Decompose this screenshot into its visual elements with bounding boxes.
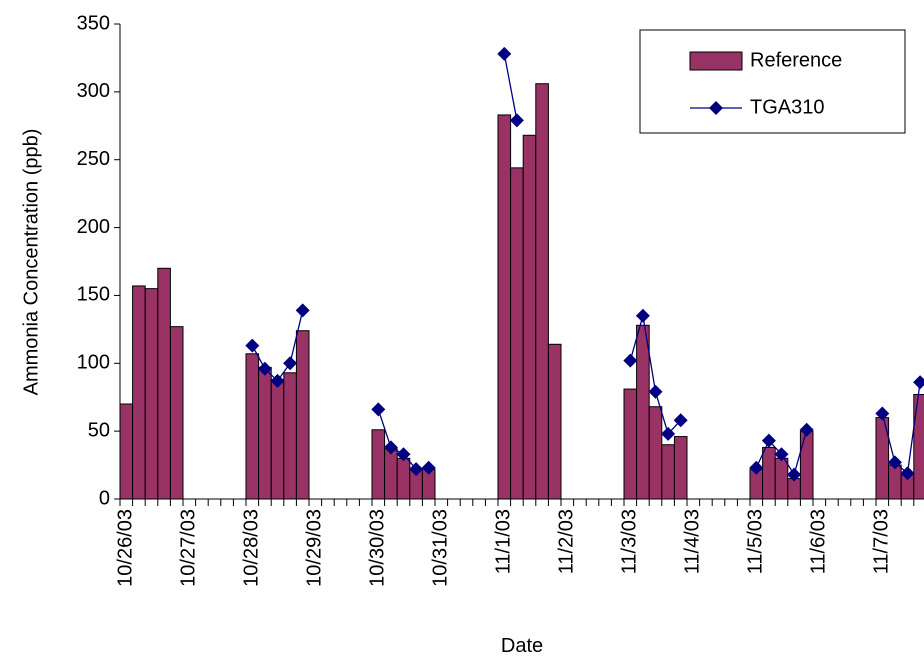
y-tick-label: 350: [77, 12, 110, 34]
y-tick-label: 250: [77, 148, 110, 170]
marker: [635, 308, 650, 323]
bar: [169, 326, 184, 500]
y-tick-label: 50: [88, 419, 110, 441]
marker: [245, 338, 260, 353]
bar: [787, 478, 801, 500]
marker: [509, 113, 524, 128]
bar: [522, 134, 537, 500]
marker: [761, 433, 776, 448]
bar: [888, 464, 902, 500]
bar: [144, 288, 159, 500]
bar: [371, 429, 386, 500]
x-tick-label: 11/5/03: [745, 509, 767, 574]
legend-marker: [709, 101, 723, 115]
marker: [774, 447, 789, 462]
marker: [623, 353, 638, 368]
marker: [661, 426, 676, 441]
bar: [396, 457, 411, 500]
bar: [119, 403, 134, 500]
bar: [535, 83, 549, 500]
legend-box: [639, 29, 906, 134]
marker: [283, 356, 298, 371]
legend-label: TGA310: [750, 96, 824, 118]
bar: [648, 406, 663, 500]
bar: [661, 444, 675, 500]
marker: [421, 460, 436, 475]
bar: [497, 114, 512, 500]
x-tick-label: 11/2/03: [556, 509, 578, 574]
legend-swatch: [689, 51, 743, 71]
x-tick-label: 10/29/03: [304, 509, 326, 587]
x-tick-label: 11/1/03: [493, 509, 515, 574]
marker: [270, 373, 285, 388]
marker: [900, 466, 915, 481]
x-tick-label: 11/7/03: [871, 509, 893, 574]
x-tick-label: 11/4/03: [682, 509, 704, 574]
marker: [371, 402, 386, 417]
marker: [396, 447, 411, 462]
bar: [157, 267, 171, 500]
bar: [673, 436, 688, 500]
legend-label: Reference: [750, 49, 842, 71]
bar: [510, 167, 524, 500]
bar: [295, 330, 310, 500]
x-tick-label: 11/3/03: [619, 509, 641, 574]
marker: [787, 467, 802, 482]
bar: [762, 446, 776, 500]
marker: [887, 455, 902, 470]
bar: [283, 372, 297, 500]
y-tick-label: 200: [77, 216, 110, 238]
x-tick-label: 10/26/03: [115, 509, 137, 587]
bar: [258, 366, 272, 500]
marker: [409, 462, 424, 477]
marker: [295, 303, 310, 318]
line: [503, 53, 518, 121]
marker: [799, 422, 814, 437]
x-tick-label: 10/28/03: [241, 509, 263, 587]
y-tick-label: 300: [77, 80, 110, 102]
bar: [774, 457, 789, 500]
bar: [799, 430, 814, 500]
bar: [913, 394, 924, 500]
bar: [623, 388, 638, 500]
marker: [749, 460, 764, 475]
bar: [132, 285, 146, 500]
bar: [636, 324, 650, 500]
bar: [270, 379, 285, 500]
marker: [497, 46, 512, 61]
bar: [384, 448, 398, 500]
marker: [913, 375, 924, 390]
marker: [383, 440, 398, 455]
y-tick-label: 0: [99, 487, 110, 509]
y-tick-label: 150: [77, 284, 110, 306]
line: [881, 382, 921, 475]
marker: [875, 406, 890, 421]
marker: [257, 361, 272, 376]
y-axis-title: Ammonia Concentration (ppb): [20, 129, 42, 396]
marker: [648, 384, 663, 399]
bar: [245, 353, 260, 500]
x-tick-label: 11/6/03: [808, 509, 830, 574]
x-tick-label: 10/27/03: [178, 509, 200, 587]
x-tick-label: 10/31/03: [430, 509, 452, 587]
bar: [547, 343, 562, 500]
x-tick-label: 10/30/03: [367, 509, 389, 587]
y-tick-label: 100: [77, 352, 110, 374]
marker: [673, 413, 688, 428]
x-axis-title: Date: [501, 635, 543, 657]
